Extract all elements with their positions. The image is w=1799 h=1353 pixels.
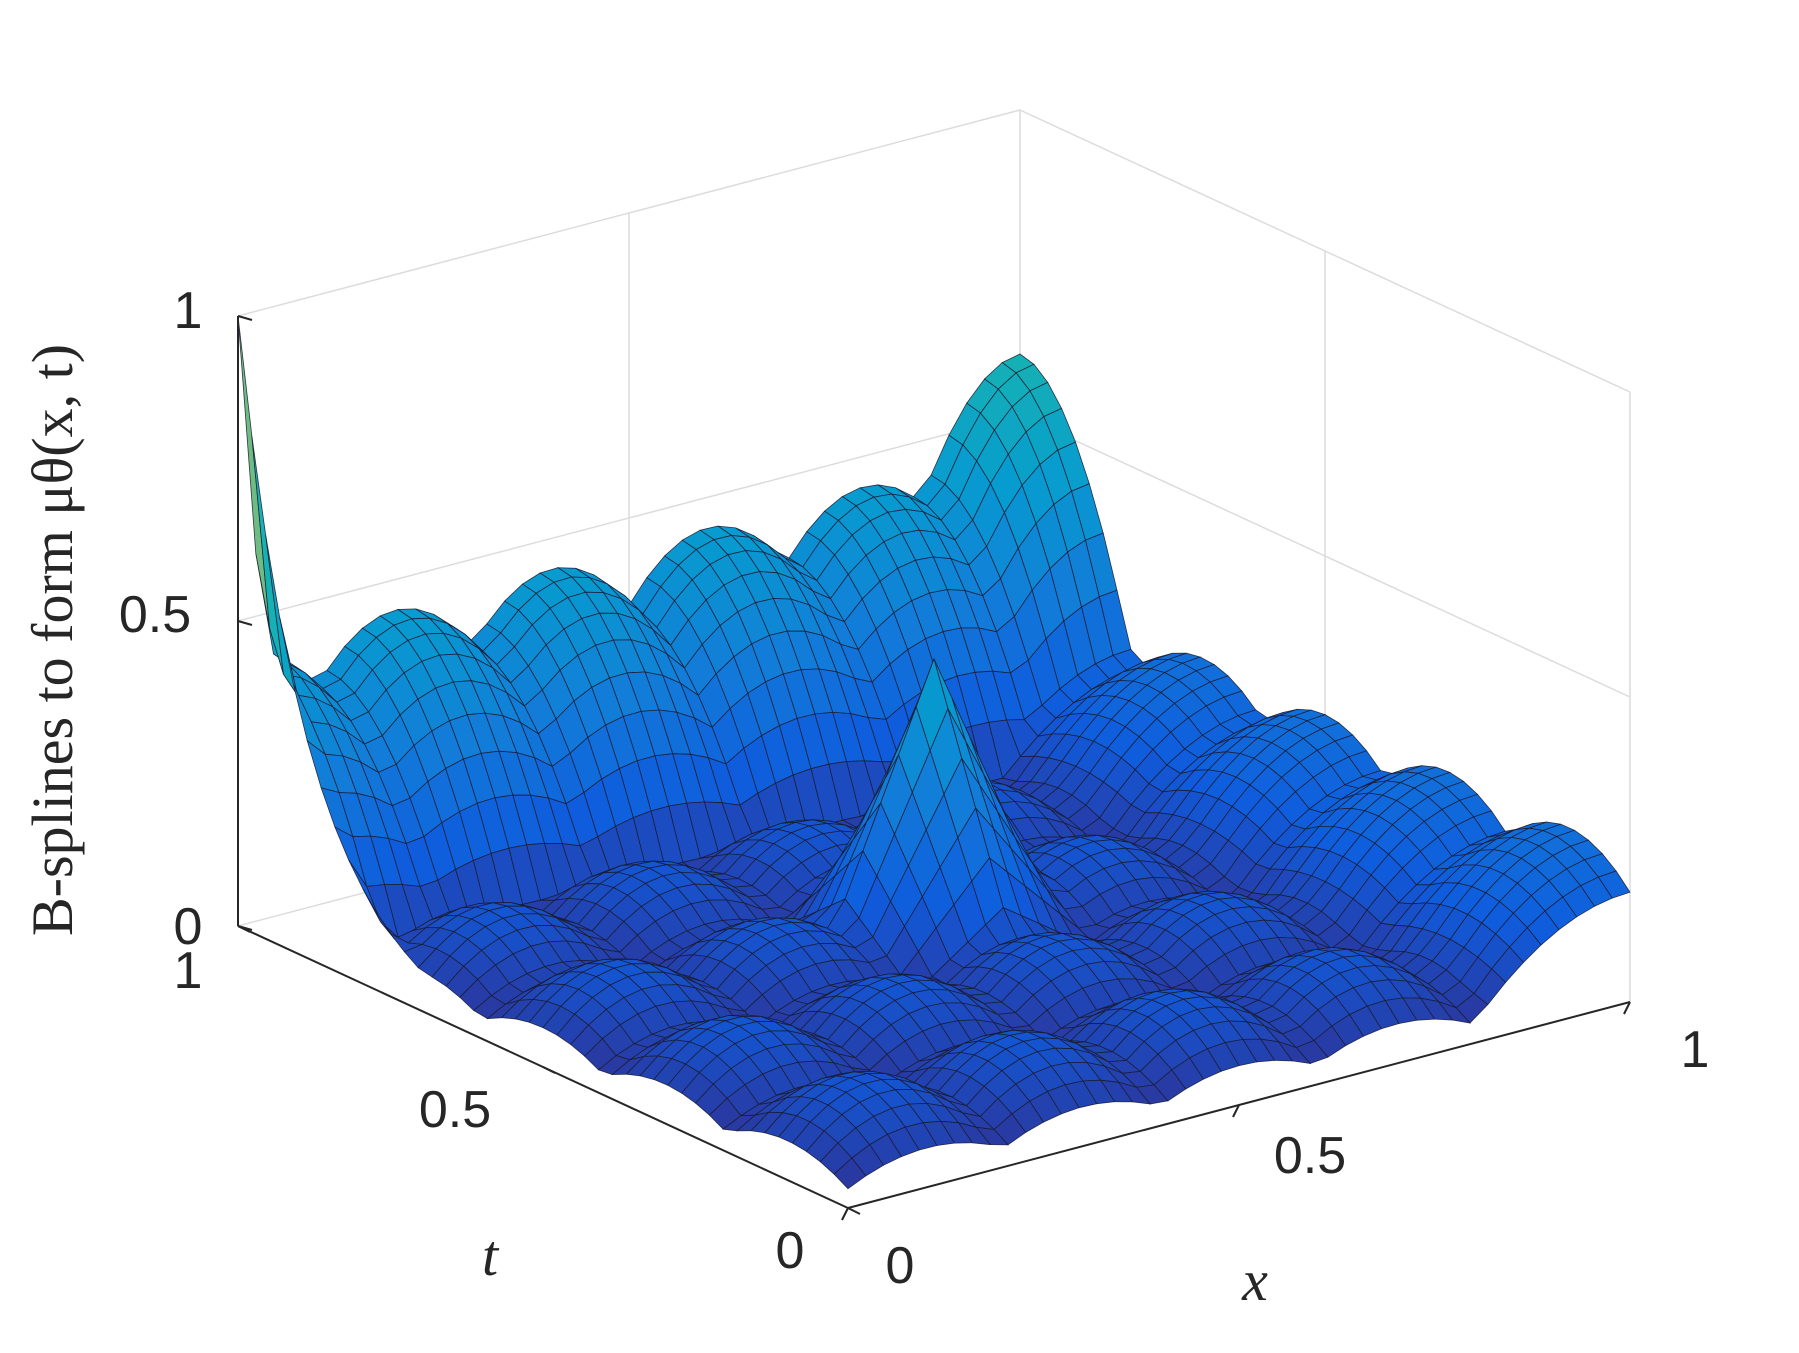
x-tick-mark [841,1207,849,1221]
x-axis-label: x [1241,1248,1268,1313]
z-axis-label: B-splines to form μθ(x, t) [20,344,85,936]
surface-cell [237,315,270,629]
z-tick-label: 0.5 [119,586,191,644]
x-tick-mark [1623,1001,1631,1015]
z-tick-mark [237,620,253,626]
t-tick-label: 1 [174,942,203,1000]
surface-cell [833,1157,867,1190]
t-axis-label: t [482,1223,500,1288]
z-tick-mark [237,315,253,321]
t-tick-mark [847,1207,861,1215]
z-tick-label: 1 [174,282,203,340]
t-tick-mark [237,925,251,933]
t-tick-mark [542,1066,556,1074]
t-tick-label: 0.5 [419,1081,491,1139]
surface-mesh [237,315,1631,1190]
z-tick-label: 0 [174,898,203,956]
t-tick-label: 0 [776,1222,805,1280]
x-tick-mark [1232,1104,1240,1118]
axes-lines [237,315,1631,1221]
x-tick-label: 1 [1681,1021,1710,1079]
x-tick-label: 0.5 [1274,1127,1346,1185]
x-tick-label: 0 [886,1237,915,1295]
